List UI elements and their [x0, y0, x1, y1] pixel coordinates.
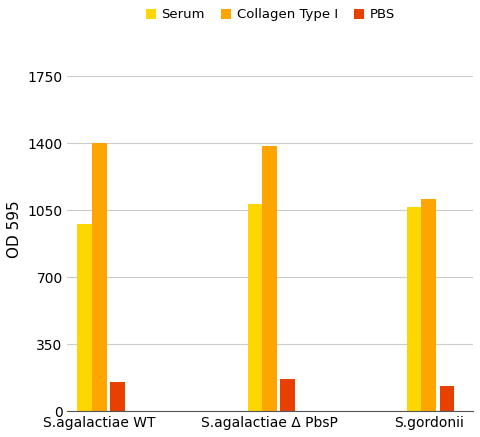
Bar	[110, 382, 125, 411]
Bar	[77, 224, 92, 411]
Bar	[407, 207, 421, 411]
Bar	[421, 199, 436, 411]
Bar	[440, 386, 454, 411]
Bar	[92, 143, 107, 411]
Y-axis label: OD 595: OD 595	[7, 201, 22, 258]
Bar	[248, 205, 262, 411]
Bar	[280, 378, 295, 411]
Bar	[262, 146, 277, 411]
Legend: Serum, Collagen Type I, PBS: Serum, Collagen Type I, PBS	[141, 3, 400, 27]
